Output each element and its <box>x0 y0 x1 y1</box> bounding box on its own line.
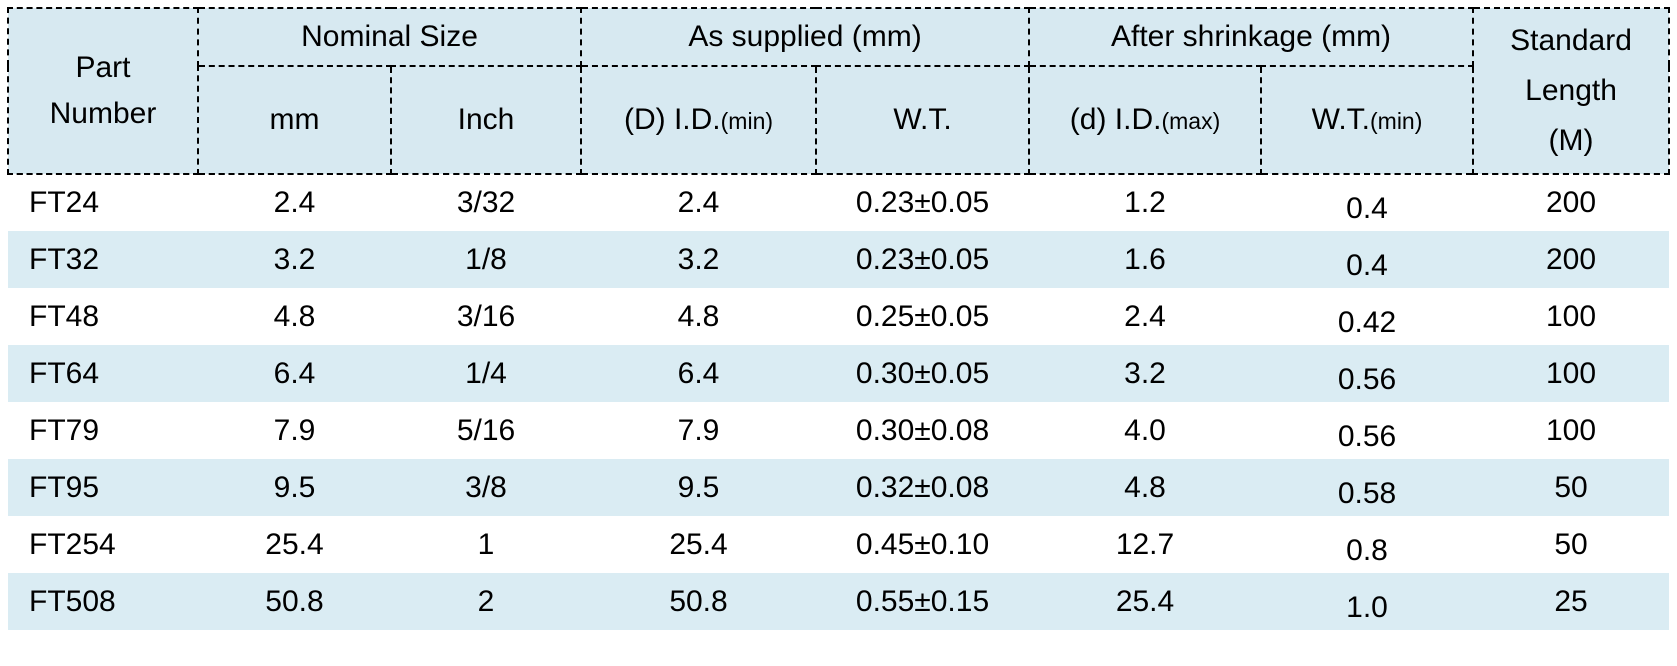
table-row: FT24 2.4 3/32 2.4 0.23±0.05 1.2 0.4 200 <box>8 174 1669 231</box>
cell-shrink-id: 2.4 <box>1124 299 1166 333</box>
cell-nominal-inch: 2 <box>477 584 495 618</box>
table-row: FT79 7.9 5/16 7.9 0.30±0.08 4.0 0.56 100 <box>8 402 1669 459</box>
cell-shrink-wt: 0.56 <box>1337 362 1397 396</box>
spec-table: Part Number Nominal Size As supplied (mm… <box>7 7 1671 630</box>
header-standard-length: Standard Length (M) <box>1472 7 1671 175</box>
header-inch: Inch <box>389 65 583 175</box>
cell-supplied-wt: 0.25±0.05 <box>855 299 990 333</box>
cell-nominal-inch: 1 <box>477 527 495 561</box>
cell-shrink-id: 1.6 <box>1124 242 1166 276</box>
cell-supplied-id: 50.8 <box>669 584 728 618</box>
cell-shrink-id: 1.2 <box>1124 186 1166 219</box>
cell-nominal-inch: 1/8 <box>465 242 507 276</box>
cell-supplied-id: 2.4 <box>677 186 720 219</box>
cell-supplied-wt: 0.45±0.10 <box>855 527 990 561</box>
header-shrink-id-max: (d) I.D.(max) <box>1028 65 1263 175</box>
header-part-number: Part Number <box>7 7 199 175</box>
cell-shrink-id: 12.7 <box>1115 527 1175 561</box>
cell-supplied-wt: 0.23±0.05 <box>855 186 990 219</box>
header-mm: mm <box>197 65 392 175</box>
cell-part-number: FT254 <box>29 527 116 561</box>
header-supplied-id-sub: (min) <box>720 107 774 134</box>
header-shrink-wt-main: W.T. <box>1311 102 1370 136</box>
cell-supplied-wt: 0.55±0.15 <box>855 584 990 618</box>
table-row: FT32 3.2 1/8 3.2 0.23±0.05 1.6 0.4 200 <box>8 231 1670 288</box>
cell-part-number: FT24 <box>29 186 100 219</box>
header-shrink-id-sub: (max) <box>1161 107 1221 134</box>
cell-supplied-id: 3.2 <box>677 242 720 276</box>
cell-shrink-id: 4.8 <box>1124 470 1166 504</box>
header-supplied-wt: W.T. <box>815 65 1031 175</box>
cell-shrink-wt: 0.4 <box>1346 248 1388 282</box>
table-row: FT64 6.4 1/4 6.4 0.30±0.05 3.2 0.56 100 <box>8 345 1670 402</box>
cell-supplied-id: 4.8 <box>677 299 720 333</box>
table-row: FT254 25.4 1 25.4 0.45±0.10 12.7 0.8 50 <box>8 516 1669 573</box>
table-row: FT95 9.5 3/8 9.5 0.32±0.08 4.8 0.58 50 <box>8 459 1670 516</box>
cell-standard-length: 200 <box>1546 186 1597 219</box>
cell-nominal-mm: 3.2 <box>273 242 316 276</box>
cell-supplied-wt: 0.30±0.05 <box>855 356 990 390</box>
cell-nominal-mm: 50.8 <box>265 584 324 618</box>
cell-nominal-inch: 5/16 <box>456 413 516 447</box>
cell-shrink-id: 25.4 <box>1115 584 1175 618</box>
cell-supplied-wt: 0.32±0.08 <box>855 470 990 504</box>
cell-supplied-wt: 0.30±0.08 <box>855 413 990 447</box>
table-row: FT48 4.8 3/16 4.8 0.25±0.05 2.4 0.42 100 <box>8 288 1669 345</box>
cell-nominal-inch: 3/16 <box>456 299 516 333</box>
table-row: FT508 50.8 2 50.8 0.55±0.15 25.4 1.0 25 <box>8 573 1670 630</box>
cell-supplied-wt: 0.23±0.05 <box>855 242 990 276</box>
header-supplied-id-min: (D) I.D.(min) <box>580 65 818 175</box>
header-group-after-shrinkage: After shrinkage (mm) <box>1028 7 1475 67</box>
cell-nominal-mm: 6.4 <box>273 356 316 390</box>
cell-part-number: FT79 <box>29 413 100 447</box>
table-header: Part Number Nominal Size As supplied (mm… <box>7 7 1671 175</box>
cell-shrink-id: 4.0 <box>1124 413 1166 447</box>
cell-shrink-wt: 0.56 <box>1337 419 1397 453</box>
cell-nominal-inch: 3/8 <box>465 470 507 504</box>
header-standard-length-line2: Length <box>1525 74 1617 107</box>
cell-supplied-id: 7.9 <box>677 413 720 447</box>
header-shrink-id-main: (d) I.D. <box>1069 102 1162 136</box>
cell-shrink-wt: 0.8 <box>1346 533 1388 567</box>
cell-part-number: FT32 <box>29 242 100 276</box>
cell-supplied-id: 6.4 <box>677 356 720 390</box>
header-supplied-id-main: (D) I.D. <box>623 102 721 136</box>
cell-nominal-mm: 7.9 <box>273 413 316 447</box>
cell-nominal-mm: 4.8 <box>273 299 316 333</box>
header-group-as-supplied: As supplied (mm) <box>580 7 1031 67</box>
cell-shrink-wt: 1.0 <box>1346 590 1388 624</box>
cell-nominal-inch: 3/32 <box>456 186 516 219</box>
cell-shrink-id: 3.2 <box>1124 356 1166 390</box>
cell-supplied-id: 25.4 <box>669 527 728 561</box>
cell-nominal-mm: 2.4 <box>273 186 316 219</box>
cell-shrink-wt: 0.42 <box>1337 305 1397 339</box>
cell-nominal-inch: 1/4 <box>465 356 507 390</box>
cell-standard-length: 100 <box>1546 413 1597 447</box>
header-shrink-wt-sub: (min) <box>1370 107 1423 134</box>
header-shrink-wt-min: W.T.(min) <box>1260 65 1475 175</box>
cell-standard-length: 100 <box>1546 356 1597 390</box>
cell-nominal-mm: 25.4 <box>265 527 324 561</box>
cell-standard-length: 100 <box>1546 299 1597 333</box>
cell-nominal-mm: 9.5 <box>273 470 316 504</box>
header-group-nominal-size: Nominal Size <box>196 7 583 67</box>
header-part-number-line2: Number <box>49 97 157 130</box>
cell-standard-length: 25 <box>1554 584 1588 618</box>
cell-part-number: FT508 <box>29 584 116 618</box>
cell-part-number: FT48 <box>29 299 100 333</box>
cell-shrink-wt: 0.58 <box>1337 476 1397 510</box>
header-part-number-line1: Part <box>75 51 131 84</box>
table-body: FT24 2.4 3/32 2.4 0.23±0.05 1.2 0.4 200 … <box>8 174 1670 630</box>
header-standard-length-line1: Standard <box>1510 24 1632 57</box>
cell-supplied-id: 9.5 <box>677 470 720 504</box>
cell-part-number: FT95 <box>29 470 100 504</box>
cell-standard-length: 50 <box>1554 470 1588 504</box>
cell-shrink-wt: 0.4 <box>1346 192 1388 225</box>
cell-standard-length: 50 <box>1554 527 1588 561</box>
cell-part-number: FT64 <box>29 356 100 390</box>
header-standard-length-line3: (M) <box>1548 124 1594 157</box>
cell-standard-length: 200 <box>1546 242 1597 276</box>
